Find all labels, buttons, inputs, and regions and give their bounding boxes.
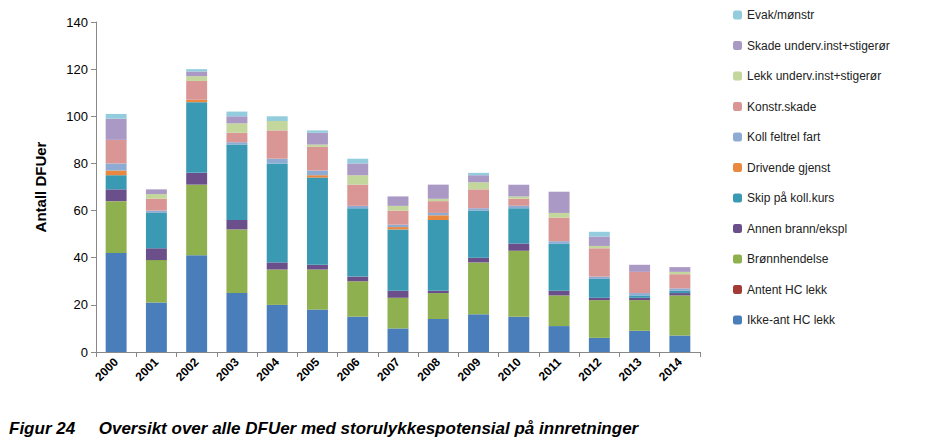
- svg-text:2001: 2001: [133, 355, 162, 384]
- svg-text:120: 120: [66, 62, 88, 77]
- svg-text:Evak/mønstr: Evak/mønstr: [747, 8, 814, 22]
- svg-text:2004: 2004: [253, 355, 282, 384]
- svg-text:Figur 24 Oversikt over all: Figur 24 Oversikt over alle DFUer med st…: [9, 419, 640, 438]
- svg-text:2012: 2012: [576, 355, 605, 384]
- svg-text:100: 100: [66, 109, 88, 124]
- svg-text:140: 140: [66, 15, 88, 30]
- svg-text:Lekk underv.inst+stigerør: Lekk underv.inst+stigerør: [747, 69, 881, 83]
- svg-text:Annen brann/ekspl: Annen brann/ekspl: [747, 222, 847, 236]
- svg-text:2011: 2011: [536, 355, 565, 384]
- svg-text:2002: 2002: [173, 355, 202, 384]
- svg-text:Drivende gjenst: Drivende gjenst: [747, 161, 831, 175]
- svg-text:2010: 2010: [495, 355, 524, 384]
- svg-text:2009: 2009: [455, 355, 484, 384]
- svg-text:Ikke-ant HC lekk: Ikke-ant HC lekk: [747, 313, 836, 327]
- svg-text:2007: 2007: [374, 355, 403, 384]
- svg-text:2014: 2014: [656, 355, 685, 384]
- svg-text:Brønnhendelse: Brønnhendelse: [747, 252, 829, 266]
- svg-text:20: 20: [74, 297, 88, 312]
- svg-text:Skip på koll.kurs: Skip på koll.kurs: [747, 191, 834, 205]
- svg-text:60: 60: [74, 203, 88, 218]
- svg-text:2000: 2000: [92, 355, 121, 384]
- svg-text:Konstr.skade: Konstr.skade: [747, 100, 817, 114]
- svg-text:2013: 2013: [616, 355, 645, 384]
- svg-text:Antent HC lekk: Antent HC lekk: [747, 283, 828, 297]
- svg-text:Skade underv.inst+stigerør: Skade underv.inst+stigerør: [747, 39, 890, 53]
- svg-text:80: 80: [74, 156, 88, 171]
- svg-text:2006: 2006: [334, 355, 363, 384]
- svg-text:40: 40: [74, 250, 88, 265]
- svg-text:2005: 2005: [294, 355, 323, 384]
- svg-text:Koll feltrel fart: Koll feltrel fart: [747, 130, 821, 144]
- svg-text:2003: 2003: [213, 355, 242, 384]
- svg-text:2008: 2008: [414, 355, 443, 384]
- svg-text:0: 0: [81, 345, 88, 360]
- svg-text:Antall DFUer: Antall DFUer: [32, 141, 49, 232]
